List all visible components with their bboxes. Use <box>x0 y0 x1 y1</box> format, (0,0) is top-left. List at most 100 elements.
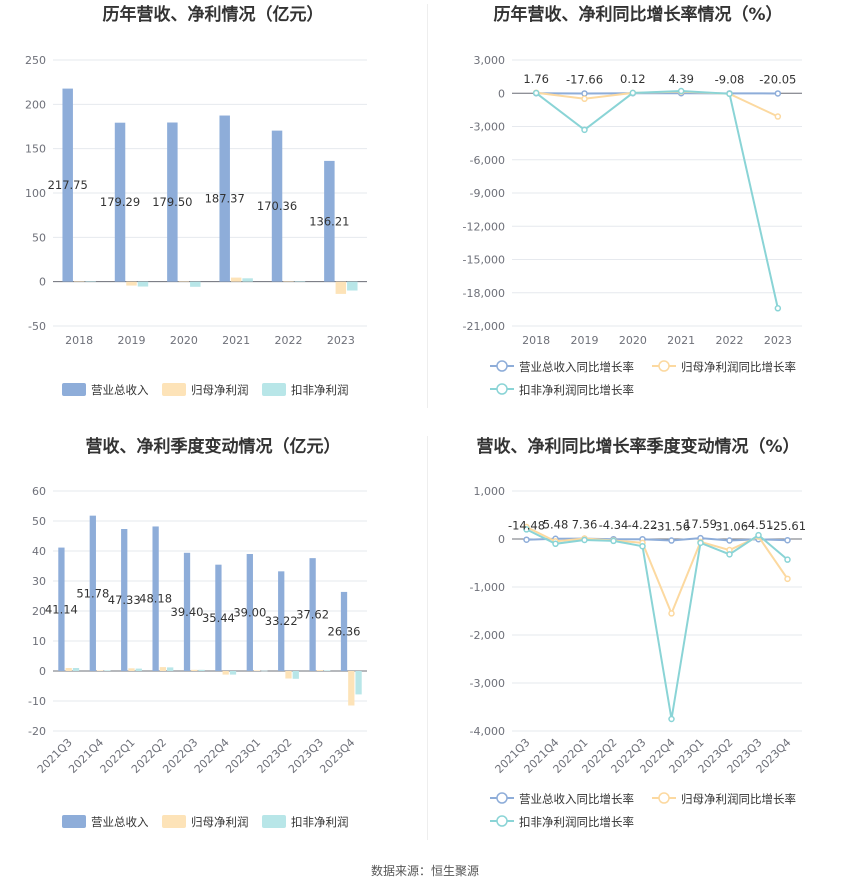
y-tick-label: 0 <box>39 276 46 289</box>
data-point <box>581 126 588 134</box>
data-label: 17.59 <box>684 517 717 531</box>
bar-parent_profit <box>335 281 347 294</box>
y-tick-label: -10 <box>28 695 46 708</box>
data-label: 39.40 <box>171 605 204 619</box>
series-line-nonrecurring_line <box>526 528 789 720</box>
data-label: 7.36 <box>572 518 598 532</box>
data-label: 0.12 <box>620 72 646 86</box>
bar-revenue <box>215 564 222 671</box>
data-point <box>668 537 675 544</box>
data-point <box>668 610 675 617</box>
y-tick-label: -50 <box>28 320 46 333</box>
data-label: 170.36 <box>257 199 297 213</box>
data-label: 41.14 <box>45 602 78 616</box>
data-label: 187.37 <box>205 192 245 206</box>
legend-swatch-marker <box>496 383 508 395</box>
panel-divider <box>427 4 428 408</box>
bar-revenue <box>183 552 191 671</box>
data-point <box>774 113 782 120</box>
y-tick-label: 60 <box>32 485 46 498</box>
series-line-parent_line <box>526 526 789 617</box>
y-tick-label: 250 <box>25 54 46 67</box>
bar-parent_profit <box>65 668 72 671</box>
legend-swatch <box>62 383 86 396</box>
x-tick-label: 2020 <box>170 334 198 347</box>
y-tick-label: -18,000 <box>463 287 505 300</box>
data-label: 35.44 <box>202 611 235 625</box>
y-tick-label: 20 <box>32 605 46 618</box>
legend-swatch-marker <box>496 360 508 372</box>
y-tick-label: 100 <box>25 187 46 200</box>
data-point <box>755 531 762 539</box>
data-label: 37.62 <box>296 608 329 622</box>
y-tick-label: -20 <box>28 725 46 738</box>
chart-title: 历年营收、净利情况（亿元） <box>103 4 324 25</box>
bar-revenue <box>271 130 283 282</box>
bar-nonrecurring_profit <box>355 671 362 695</box>
data-label: 51.78 <box>76 586 109 600</box>
x-tick-label: 2020 <box>619 334 647 347</box>
bar-parent_profit <box>253 670 261 671</box>
data-point <box>552 540 559 548</box>
data-point <box>677 87 685 95</box>
data-label: 5.48 <box>543 518 569 532</box>
legend-swatch <box>62 815 86 828</box>
data-point <box>784 536 791 544</box>
bar-revenue <box>219 115 230 282</box>
bar-revenue <box>309 558 316 671</box>
bar-revenue <box>152 526 159 671</box>
data-point <box>774 90 782 97</box>
data-point <box>774 305 782 312</box>
y-tick-label: 30 <box>32 575 46 588</box>
legend-swatch <box>262 383 286 396</box>
data-label: 47.33 <box>108 593 141 607</box>
bar-revenue <box>340 591 348 671</box>
y-tick-label: -15,000 <box>463 254 505 267</box>
y-tick-label: -6,000 <box>470 154 505 167</box>
bar-parent_profit <box>178 281 190 282</box>
y-tick-label: 0 <box>39 665 46 678</box>
bar-parent_profit <box>222 671 229 675</box>
quarterly-growth-chart-panel: 营收、净利同比增长率季度变动情况（%） -4,000 -3,000 -2,000 -1,… <box>425 432 850 864</box>
y-tick-label: -9,000 <box>470 187 505 200</box>
data-label: -20.05 <box>759 72 796 86</box>
data-label: -14.48 <box>508 519 545 533</box>
legend-label: 营业总收入同比增长率 <box>519 792 634 806</box>
y-tick-label: -3,000 <box>470 121 505 134</box>
bar-parent_profit <box>96 670 104 671</box>
y-tick-label: 10 <box>32 635 46 648</box>
y-tick-label: 1,000 <box>474 485 506 498</box>
data-source-note: 数据来源：恒生聚源 <box>370 864 479 878</box>
legend-label: 归母净利润 <box>191 383 249 397</box>
y-tick-label: 40 <box>32 545 46 558</box>
quarterly-bar-chart-panel: 营收、净利季度变动情况（亿元） -20 -10 0 10 20 30 40 50 60 2021Q3… <box>0 432 425 864</box>
y-tick-label: -3,000 <box>470 677 505 690</box>
x-tick-label: 2018 <box>522 334 550 347</box>
series-line-revenue_line <box>526 537 788 542</box>
bar-revenue <box>246 554 253 671</box>
y-tick-label: 0 <box>498 87 505 100</box>
data-label: 179.50 <box>152 195 192 209</box>
data-point <box>639 542 646 550</box>
bar-nonrecurring_profit <box>347 281 358 291</box>
data-point <box>668 715 675 723</box>
bar-nonrecurring_profit <box>104 670 111 671</box>
y-tick-label: 150 <box>25 143 46 156</box>
legend-swatch-marker <box>658 360 670 372</box>
legend-swatch <box>162 383 186 396</box>
bar-parent_profit <box>191 669 198 671</box>
data-point <box>581 95 588 103</box>
x-tick-label: 2019 <box>571 334 599 347</box>
data-label: -4.34 <box>599 518 629 532</box>
legend-label: 扣非净利润同比增长率 <box>519 383 634 397</box>
y-tick-label: -1,000 <box>470 581 505 594</box>
bar-revenue <box>58 547 65 671</box>
x-tick-label: 2023Q4 <box>317 736 357 776</box>
data-label: 179.29 <box>100 195 140 209</box>
bar-revenue <box>167 122 178 282</box>
data-label: -4.22 <box>628 518 658 532</box>
bar-revenue <box>278 571 285 671</box>
bar-nonrecurring_profit <box>292 671 299 679</box>
legend-label: 归母净利润 <box>191 815 249 829</box>
data-point <box>784 575 791 583</box>
